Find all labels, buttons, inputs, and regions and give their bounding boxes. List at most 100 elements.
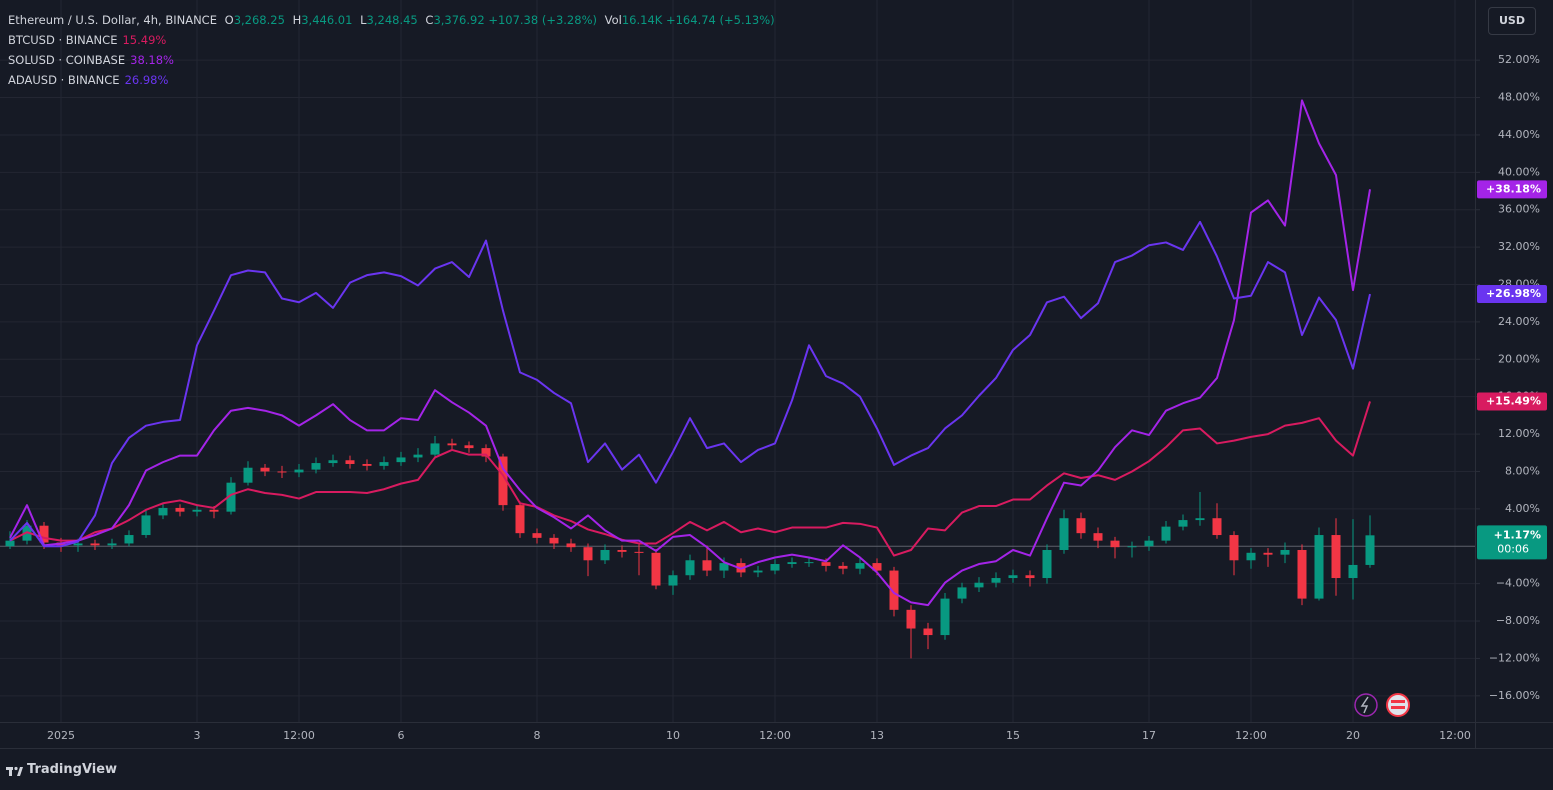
y-tick-label: −4.00% [1496,577,1540,590]
brand: TradingView [27,762,118,777]
logo-part [17,767,23,776]
icon-flag[interactable] [1386,693,1410,717]
candle-body [838,565,848,569]
candle-body [362,463,372,466]
candle-body [634,551,644,553]
candle-body [821,562,831,566]
currency-button[interactable]: USD [1488,7,1536,35]
candle-body [345,460,355,464]
icon-flash-glyph [1360,696,1369,714]
candle-body [1365,535,1375,565]
x-tick-label: 3 [194,729,201,742]
candle-body [107,543,117,546]
candle-body [1280,549,1290,555]
legend-entry[interactable]: ADAUSD · BINANCE 26.98% [8,70,775,90]
ohlc-value: 3,446.01 [301,13,353,27]
candle-body [1246,552,1256,561]
candle-body [855,563,865,569]
ohlc-label: C [425,13,434,27]
candle-body [209,509,219,512]
candle-body [294,469,304,473]
candle-body [1331,535,1341,579]
price-badge-bg [1477,285,1547,304]
y-tick-label: 12.00% [1498,427,1540,440]
icon-flag-stripe [1391,700,1405,703]
candle-body [1008,575,1018,579]
candle-body [923,628,933,636]
candle-body [583,547,593,561]
y-tick-label: −12.00% [1489,651,1540,664]
x-tick-label: 6 [398,729,405,742]
price-badge: +26.98% [1486,287,1541,300]
x-tick-label: 12:00 [759,729,791,742]
candle-body [1127,546,1137,548]
price-badge-bg [1477,180,1547,199]
candle-body [549,537,559,544]
candle-body [90,543,100,546]
candle-body [991,578,1001,583]
candle-body [413,454,423,458]
legend-entry[interactable]: BTCUSD · BINANCE 15.49% [8,30,775,50]
series-line [9,99,1371,607]
y-tick-label: 4.00% [1505,502,1540,515]
series-line [9,401,1371,557]
candle-body [1042,549,1052,579]
candle-body [1229,535,1239,561]
candle-body [668,575,678,586]
x-tick-label: 15 [1006,729,1020,742]
candle-body [872,563,882,571]
x-tick-label: 10 [666,729,680,742]
logo-part [14,766,18,771]
y-tick-label: 8.00% [1505,464,1540,477]
change: +107.38 (+3.28%) [488,13,597,27]
candle-body [175,507,185,512]
candle-body [464,445,474,449]
axis: 52.00%48.00%44.00%40.00%36.00%32.00%28.0… [47,53,1547,742]
candle-body [1314,535,1324,599]
candle-body [243,467,253,483]
icon-flash[interactable] [1354,693,1378,717]
price-badge: +1.17% [1494,528,1541,541]
candle-body [5,540,15,547]
candle-body [719,563,729,571]
x-tick-label: 12:00 [1439,729,1471,742]
candle-body [1178,520,1188,527]
x-tick-label: 2025 [47,729,75,742]
candle-body [1110,540,1120,548]
legend-name: BTCUSD · BINANCE [8,33,118,47]
legend-entry[interactable]: SOLUSD · COINBASE 38.18% [8,50,775,70]
candle-body [770,564,780,571]
candle-body [889,570,899,610]
legend-value: 38.18% [130,53,174,67]
y-tick-label: 24.00% [1498,315,1540,328]
symbol-name: Ethereum / U.S. Dollar, 4h, BINANCE [8,13,217,27]
candle-body [192,509,202,512]
candle-body [481,448,491,457]
y-tick-label: 48.00% [1498,91,1540,104]
candle-body [1348,564,1358,579]
candle-body [957,587,967,599]
candle-body [702,560,712,571]
series-line [9,220,1371,548]
candle-body [804,562,814,564]
x-tick-label: 8 [534,729,541,742]
marks [5,99,1375,659]
candle-body [600,549,610,561]
icon-flag-stripe [1391,706,1405,709]
candle-body [685,560,695,576]
x-tick-label: 12:00 [1235,729,1267,742]
countdown: 00:06 [1497,542,1529,555]
candle-body [141,515,151,536]
ohlc-label: O [224,13,234,27]
y-tick-label: −8.00% [1496,614,1540,627]
candle-body [430,443,440,455]
series-legend: BTCUSD · BINANCE 15.49% SOLUSD · COINBASE 3… [8,30,775,90]
legend: Ethereum / U.S. Dollar, 4h, BINANCE O3,2… [8,10,775,90]
candle-body [311,463,321,470]
legend-value: 15.49% [122,33,167,47]
x-tick-label: 13 [870,729,884,742]
candle-body [906,609,916,629]
candle-body [1025,575,1035,579]
